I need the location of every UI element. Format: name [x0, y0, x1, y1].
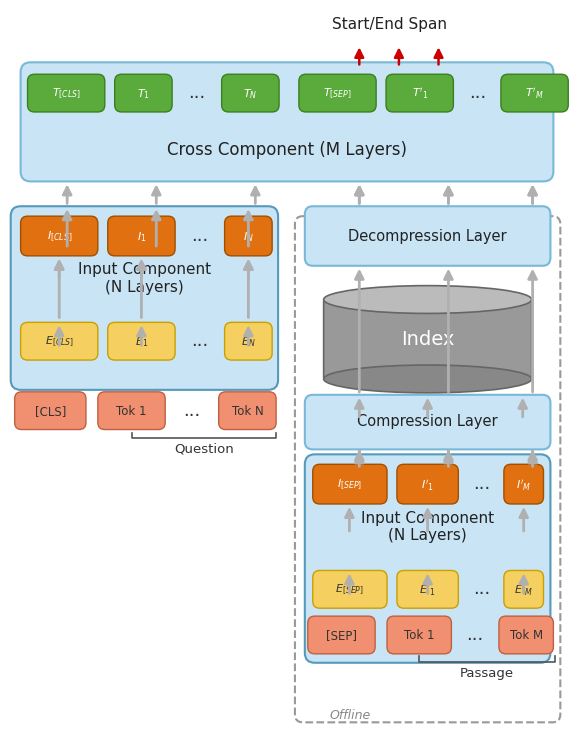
Text: Input Component
(N Layers): Input Component (N Layers): [78, 263, 211, 295]
Text: Tok N: Tok N: [231, 405, 263, 418]
FancyBboxPatch shape: [115, 75, 172, 112]
FancyBboxPatch shape: [28, 75, 105, 112]
FancyBboxPatch shape: [305, 455, 550, 663]
Text: $I'_M$: $I'_M$: [516, 477, 531, 492]
FancyBboxPatch shape: [108, 216, 175, 256]
Text: Decompression Layer: Decompression Layer: [348, 229, 507, 244]
Text: $I_N$: $I_N$: [243, 230, 254, 244]
FancyBboxPatch shape: [305, 395, 550, 449]
Text: ...: ...: [183, 401, 200, 420]
Text: Index: Index: [401, 330, 454, 349]
Text: ...: ...: [474, 475, 491, 493]
FancyBboxPatch shape: [219, 392, 276, 430]
Text: $E'_1$: $E'_1$: [420, 583, 436, 598]
Text: Compression Layer: Compression Layer: [357, 414, 498, 429]
FancyBboxPatch shape: [313, 570, 387, 608]
FancyBboxPatch shape: [98, 392, 165, 430]
FancyBboxPatch shape: [305, 206, 550, 266]
FancyBboxPatch shape: [308, 616, 375, 654]
FancyBboxPatch shape: [324, 300, 532, 379]
Text: Cross Component (M Layers): Cross Component (M Layers): [167, 141, 407, 159]
Ellipse shape: [324, 365, 532, 393]
Text: $E_N$: $E_N$: [241, 335, 255, 349]
FancyBboxPatch shape: [224, 216, 272, 256]
FancyBboxPatch shape: [386, 75, 453, 112]
Text: Tok 1: Tok 1: [117, 405, 147, 418]
Text: Offline: Offline: [329, 709, 371, 722]
Text: $I_{[SEP]}$: $I_{[SEP]}$: [338, 478, 363, 492]
Text: $E_{[SEP]}$: $E_{[SEP]}$: [335, 583, 364, 597]
Text: ...: ...: [191, 227, 208, 245]
Text: Tok 1: Tok 1: [404, 630, 435, 643]
Text: ...: ...: [188, 84, 205, 102]
FancyBboxPatch shape: [224, 323, 272, 360]
FancyBboxPatch shape: [21, 62, 553, 182]
FancyBboxPatch shape: [313, 464, 387, 504]
Text: $T_1$: $T_1$: [137, 87, 150, 101]
FancyBboxPatch shape: [504, 464, 544, 504]
FancyBboxPatch shape: [387, 616, 451, 654]
Text: Input Component
(N Layers): Input Component (N Layers): [361, 511, 494, 543]
Text: $E'_M$: $E'_M$: [514, 583, 533, 598]
FancyBboxPatch shape: [499, 616, 553, 654]
Text: $E_{[CLS]}$: $E_{[CLS]}$: [45, 335, 74, 349]
Text: $T'_M$: $T'_M$: [525, 86, 544, 102]
FancyBboxPatch shape: [108, 323, 175, 360]
Text: $T_{[CLS]}$: $T_{[CLS]}$: [52, 87, 80, 101]
Text: [CLS]: [CLS]: [34, 405, 66, 418]
FancyBboxPatch shape: [397, 570, 458, 608]
Text: ...: ...: [474, 580, 491, 599]
Text: $T'_1$: $T'_1$: [412, 86, 428, 102]
Text: ...: ...: [467, 626, 484, 644]
Text: Tok M: Tok M: [510, 630, 543, 643]
Text: $I'_1$: $I'_1$: [421, 477, 434, 492]
Text: $E_1$: $E_1$: [135, 335, 148, 349]
FancyBboxPatch shape: [15, 392, 86, 430]
Text: Start/End Span: Start/End Span: [332, 17, 447, 32]
Text: Question: Question: [174, 443, 234, 456]
Text: ...: ...: [191, 332, 208, 351]
FancyBboxPatch shape: [501, 75, 568, 112]
Text: $T_N$: $T_N$: [243, 87, 258, 101]
FancyBboxPatch shape: [11, 206, 278, 390]
FancyBboxPatch shape: [397, 464, 458, 504]
FancyBboxPatch shape: [222, 75, 279, 112]
Text: $I_{[CLS]}$: $I_{[CLS]}$: [46, 230, 72, 244]
Text: ...: ...: [470, 84, 487, 102]
Text: $I_1$: $I_1$: [137, 230, 146, 244]
FancyBboxPatch shape: [299, 75, 376, 112]
Text: [SEP]: [SEP]: [326, 630, 357, 643]
FancyBboxPatch shape: [504, 570, 544, 608]
Text: $T_{[SEP]}$: $T_{[SEP]}$: [323, 87, 352, 101]
Ellipse shape: [324, 286, 532, 314]
FancyBboxPatch shape: [21, 323, 98, 360]
FancyBboxPatch shape: [21, 216, 98, 256]
Text: Passage: Passage: [460, 667, 514, 680]
